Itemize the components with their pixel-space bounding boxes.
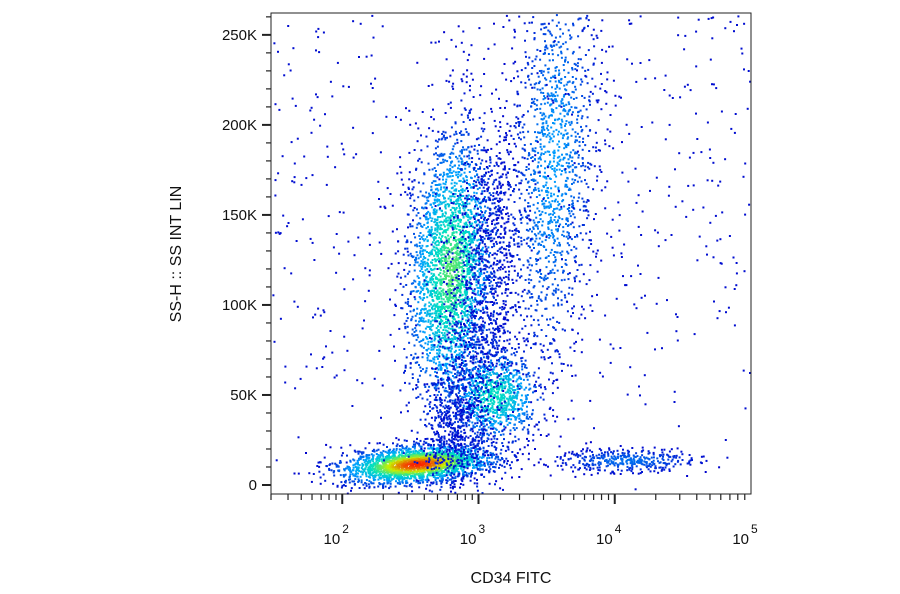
- y-axis: 0 50K 100K 150K 200K 250K: [222, 16, 271, 494]
- y-tick-label: 50K: [230, 387, 257, 404]
- x-axis-title: CD34 FITC: [471, 570, 552, 587]
- x-tick-base: 10: [596, 531, 613, 548]
- x-tick-base: 10: [460, 531, 477, 548]
- x-tick-label: 105: [732, 522, 758, 548]
- y-tick-label: 250K: [222, 27, 257, 44]
- y-axis-title: SS-H :: SS INT LIN: [168, 186, 185, 323]
- x-tick-label: 103: [460, 522, 486, 548]
- x-tick-base: 10: [324, 531, 341, 548]
- y-tick-label: 150K: [222, 207, 257, 224]
- y-tick-label: 100K: [222, 297, 257, 314]
- x-tick-exponent: 2: [342, 522, 349, 536]
- x-tick-label: 102: [324, 522, 350, 548]
- y-tick-label: 200K: [222, 117, 257, 134]
- x-tick-exponent: 3: [478, 522, 485, 536]
- plot-frame: [270, 12, 752, 495]
- x-tick-label: 104: [596, 522, 622, 548]
- event-dots: [272, 14, 752, 495]
- x-tick-exponent: 4: [615, 522, 622, 536]
- x-tick-base: 10: [732, 531, 749, 548]
- x-tick-exponent: 5: [751, 522, 758, 536]
- y-tick-label: 0: [249, 477, 257, 494]
